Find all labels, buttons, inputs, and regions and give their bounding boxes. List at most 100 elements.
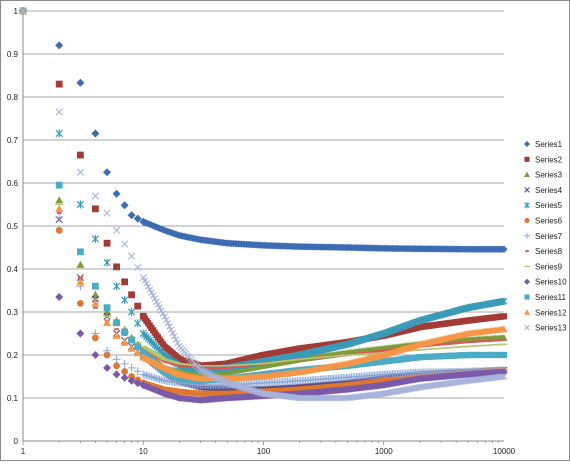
data-point — [141, 277, 149, 284]
data-point — [114, 328, 119, 331]
data-point — [103, 209, 111, 217]
data-point — [76, 151, 84, 159]
data-point — [159, 310, 167, 317]
y-tick-label: 0.1 — [7, 394, 19, 403]
data-point — [500, 325, 508, 333]
data-point — [91, 129, 100, 138]
data-point — [133, 341, 142, 343]
data-point — [203, 369, 211, 377]
data-point — [500, 343, 508, 345]
data-point — [91, 192, 99, 200]
legend-label: Series10 — [535, 278, 567, 287]
data-point — [156, 355, 164, 357]
legend-item: Series8 — [525, 247, 563, 256]
data-point — [499, 373, 506, 380]
data-point — [92, 306, 98, 309]
data-point — [128, 373, 135, 380]
x-tick-label: 1 — [21, 447, 26, 456]
data-point — [103, 239, 111, 247]
data-point — [128, 336, 135, 344]
legend-marker — [524, 294, 530, 300]
data-point — [156, 304, 163, 311]
data-point — [103, 308, 112, 316]
data-point — [121, 240, 129, 248]
data-point — [500, 297, 508, 305]
data-point — [501, 338, 507, 341]
legend-marker — [524, 171, 530, 177]
y-tick-label: 0.2 — [7, 351, 19, 360]
data-point — [134, 263, 142, 272]
data-point — [151, 295, 158, 302]
legend-label: Series9 — [535, 262, 563, 271]
data-point — [55, 196, 64, 204]
y-tick-label: 0.8 — [7, 93, 19, 102]
data-point — [76, 78, 85, 87]
data-point — [142, 347, 151, 349]
data-point — [103, 346, 112, 355]
data-point — [166, 323, 173, 330]
data-point — [127, 211, 136, 220]
data-point — [134, 302, 142, 310]
y-tick-label: 0.9 — [7, 50, 19, 59]
legend-marker — [524, 156, 530, 162]
data-point — [120, 373, 129, 382]
data-point — [127, 363, 136, 372]
data-point — [76, 300, 84, 307]
data-point — [149, 292, 157, 299]
data-point — [208, 372, 216, 379]
legend-item: Series9 — [524, 262, 563, 271]
data-point — [161, 313, 168, 320]
data-point — [112, 370, 121, 379]
data-point — [103, 258, 111, 267]
data-point — [133, 349, 142, 357]
data-point — [76, 200, 84, 209]
data-point — [213, 374, 221, 382]
series-Series7 — [19, 7, 508, 389]
legend-item: Series13 — [524, 324, 567, 333]
legend-label: Series8 — [535, 247, 563, 256]
data-point — [207, 371, 214, 379]
data-point — [120, 201, 129, 210]
legend-item: Series6 — [524, 217, 563, 226]
legend: Series1 Series2 Series3 Series4 Series5 Serie… — [524, 140, 567, 333]
data-point — [103, 168, 112, 177]
legend-label: Series7 — [535, 232, 563, 241]
data-point — [19, 7, 27, 15]
legend-marker — [524, 217, 530, 224]
data-point — [91, 282, 99, 290]
data-point — [76, 168, 84, 176]
series-Series13 — [19, 7, 508, 402]
data-point — [55, 80, 63, 88]
legend-marker — [524, 309, 530, 315]
legend-item: Series1 — [524, 140, 563, 149]
data-point — [103, 304, 111, 312]
data-point — [202, 369, 209, 376]
y-tick-label: 0.4 — [7, 265, 19, 274]
data-point — [153, 298, 160, 305]
series-Series3 — [19, 7, 508, 378]
series-markers — [19, 7, 508, 404]
legend-label: Series11 — [535, 293, 567, 302]
data-point — [127, 344, 136, 352]
legend-marker — [524, 324, 530, 331]
data-point — [221, 378, 229, 386]
data-point — [500, 313, 508, 320]
legend-marker — [524, 232, 530, 239]
data-point — [91, 234, 100, 243]
data-point — [91, 290, 100, 298]
data-point — [172, 336, 180, 343]
data-point — [56, 212, 62, 215]
data-point — [55, 292, 64, 301]
data-point — [103, 363, 112, 372]
data-point — [121, 328, 129, 336]
data-point — [103, 318, 112, 326]
legend-label: Series13 — [535, 324, 567, 333]
data-point — [159, 357, 167, 359]
data-point — [55, 181, 63, 189]
data-point — [500, 373, 508, 380]
data-point — [91, 298, 100, 300]
legend-marker — [524, 278, 530, 285]
data-point — [146, 349, 154, 351]
data-point — [112, 226, 121, 234]
